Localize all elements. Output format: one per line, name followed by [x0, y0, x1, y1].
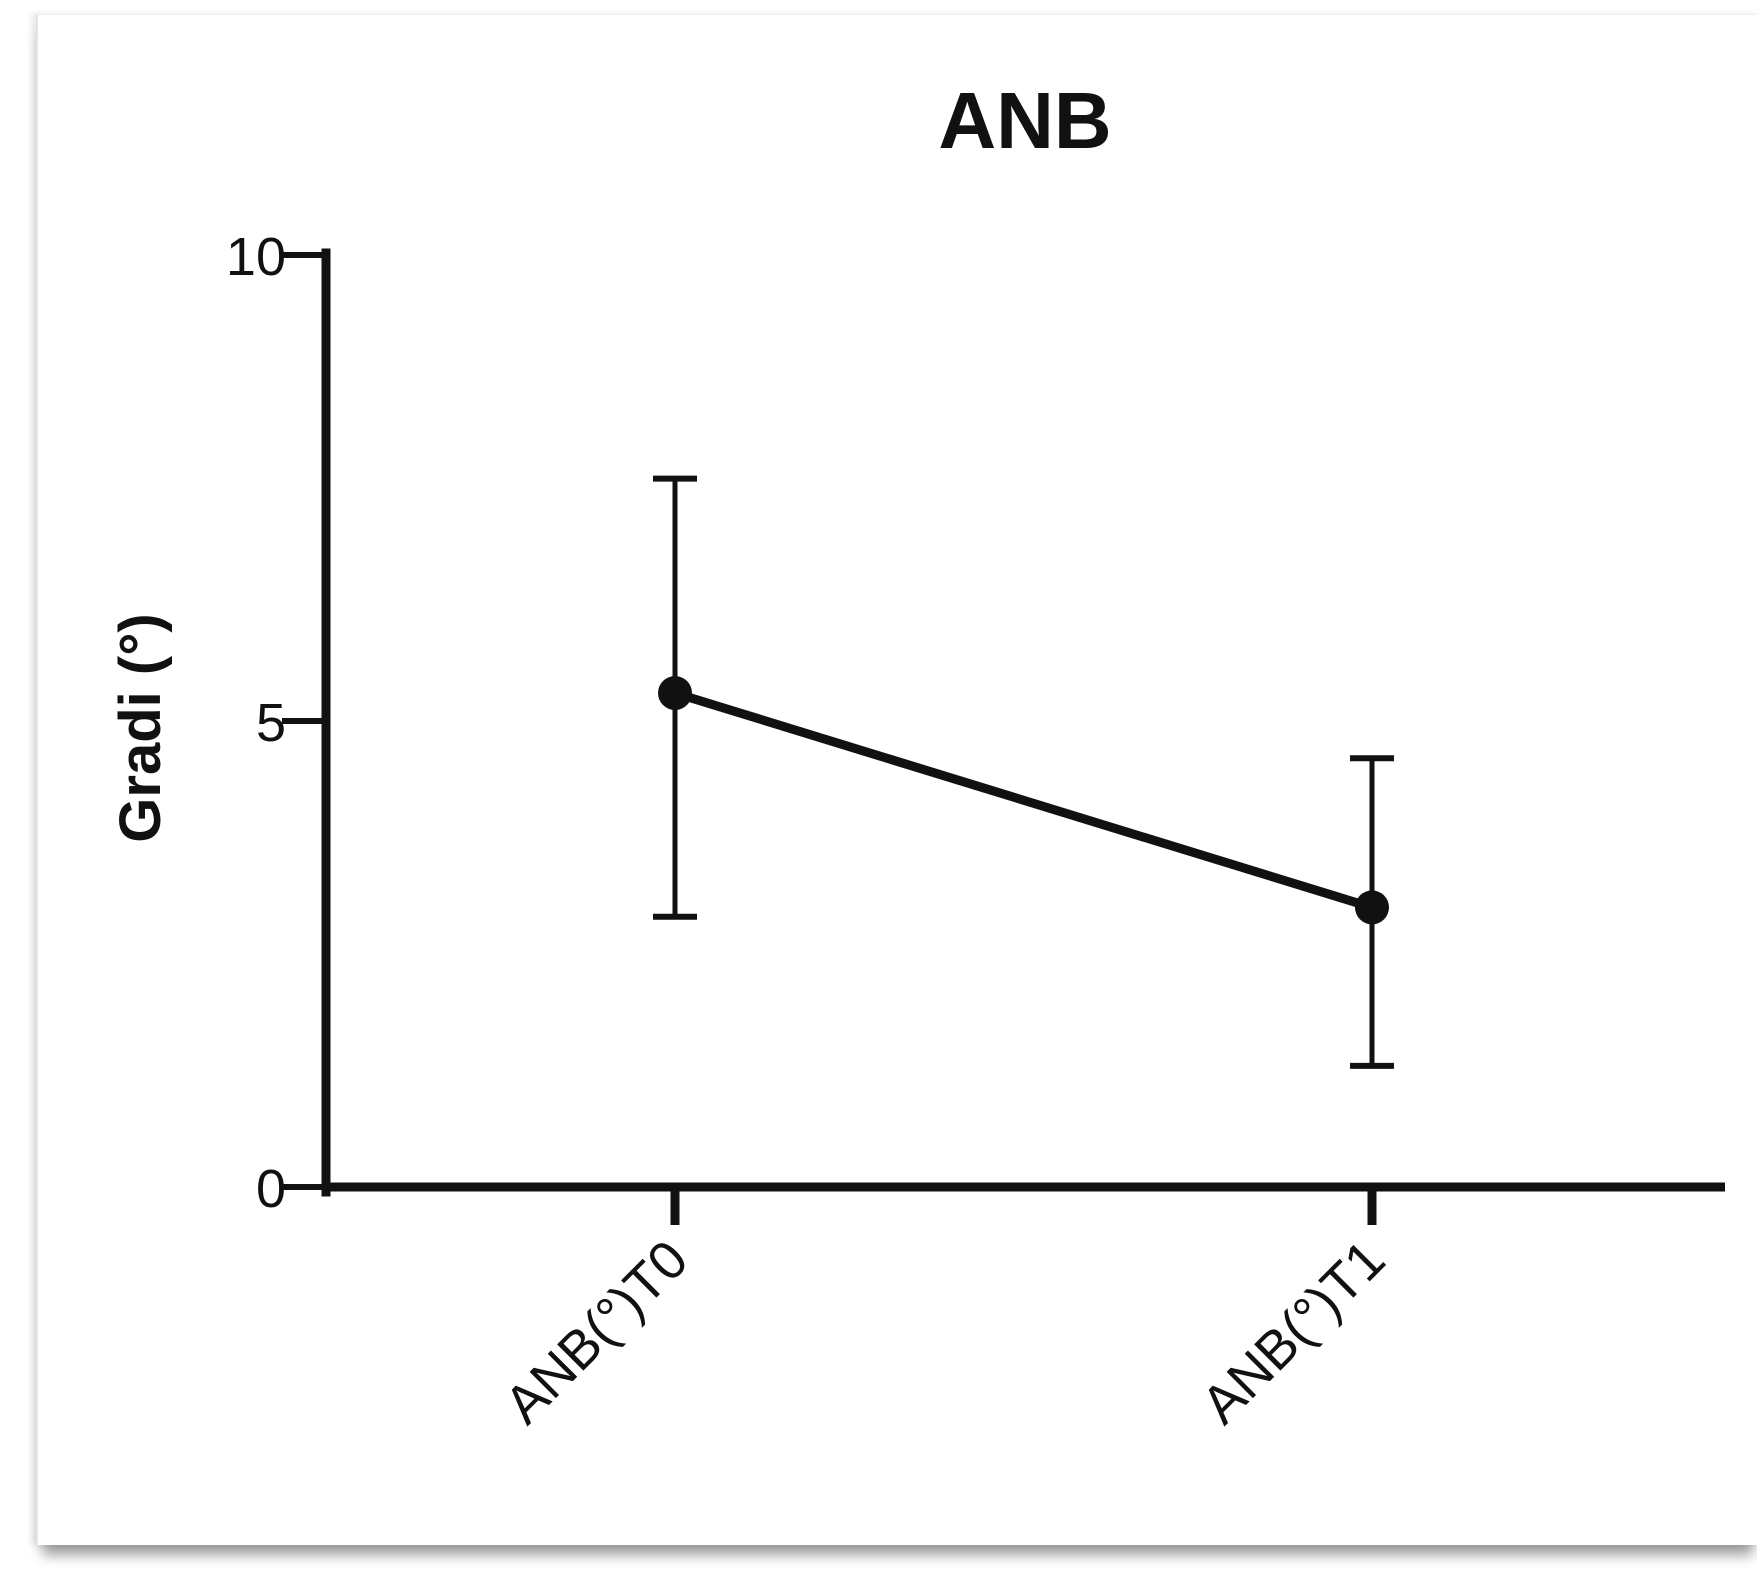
y-tick-label: 0 — [256, 1159, 286, 1219]
y-axis-label: Gradi (°) — [108, 613, 173, 842]
data-point — [658, 676, 692, 711]
y-tick-label: 10 — [226, 227, 286, 287]
data-point — [1355, 890, 1389, 925]
chart-title: ANB — [938, 76, 1111, 165]
x-tick-label: ANB(°)T1 — [1190, 1229, 1396, 1435]
axes: 0 5 10 ANB(°)T0 ANB(°)T1 — [226, 227, 1725, 1435]
x-tick-label: ANB(°)T0 — [493, 1229, 699, 1435]
series-line — [673, 688, 1374, 912]
plot-marks — [653, 475, 1394, 1069]
y-tick-label: 5 — [256, 693, 286, 753]
